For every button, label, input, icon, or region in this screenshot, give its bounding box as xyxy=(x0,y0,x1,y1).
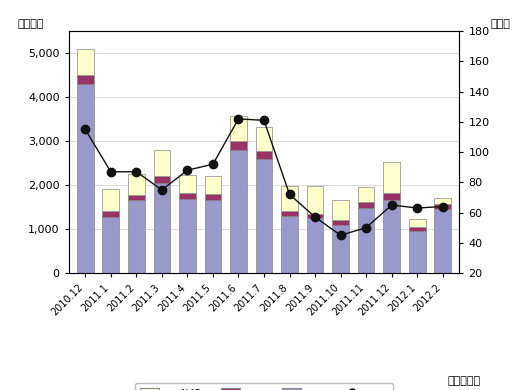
Bar xyxy=(102,217,119,273)
Bar xyxy=(154,150,170,176)
Bar xyxy=(179,193,196,199)
Bar xyxy=(77,84,93,273)
Bar xyxy=(256,159,272,273)
Bar xyxy=(307,218,323,273)
Bar xyxy=(102,189,119,211)
Bar xyxy=(179,176,196,193)
Bar xyxy=(409,227,426,231)
Bar xyxy=(281,216,298,273)
Bar xyxy=(256,151,272,159)
Legend: カーAVC機器, 音声機器, 映像機器, 前年比: カーAVC機器, 音声機器, 映像機器, 前年比 xyxy=(135,383,393,390)
Bar xyxy=(358,208,374,273)
Bar xyxy=(435,198,451,204)
Bar xyxy=(205,200,221,273)
Bar xyxy=(154,183,170,273)
Bar xyxy=(383,193,400,200)
Text: （年・月）: （年・月） xyxy=(447,376,480,386)
Bar xyxy=(205,194,221,200)
Bar xyxy=(307,214,323,218)
Bar xyxy=(358,187,374,202)
Bar xyxy=(154,176,170,183)
Bar xyxy=(435,204,451,209)
Bar xyxy=(77,49,93,75)
Bar xyxy=(77,75,93,84)
Text: （％）: （％） xyxy=(491,19,510,29)
Bar xyxy=(179,199,196,273)
Bar xyxy=(128,174,145,195)
Bar xyxy=(281,186,298,211)
Bar xyxy=(409,219,426,227)
Bar xyxy=(230,150,247,273)
Bar xyxy=(102,211,119,217)
Bar xyxy=(358,202,374,208)
Bar xyxy=(409,231,426,273)
Bar xyxy=(383,162,400,193)
Bar xyxy=(205,176,221,194)
Bar xyxy=(307,186,323,214)
Bar xyxy=(383,200,400,273)
Bar xyxy=(230,116,247,141)
Bar xyxy=(128,195,145,200)
Bar xyxy=(332,200,349,220)
Bar xyxy=(230,141,247,150)
Bar xyxy=(435,209,451,273)
Bar xyxy=(332,220,349,225)
Bar xyxy=(128,200,145,273)
Bar xyxy=(281,211,298,216)
Text: （億円）: （億円） xyxy=(18,19,44,29)
Bar xyxy=(256,127,272,151)
Bar xyxy=(332,225,349,273)
